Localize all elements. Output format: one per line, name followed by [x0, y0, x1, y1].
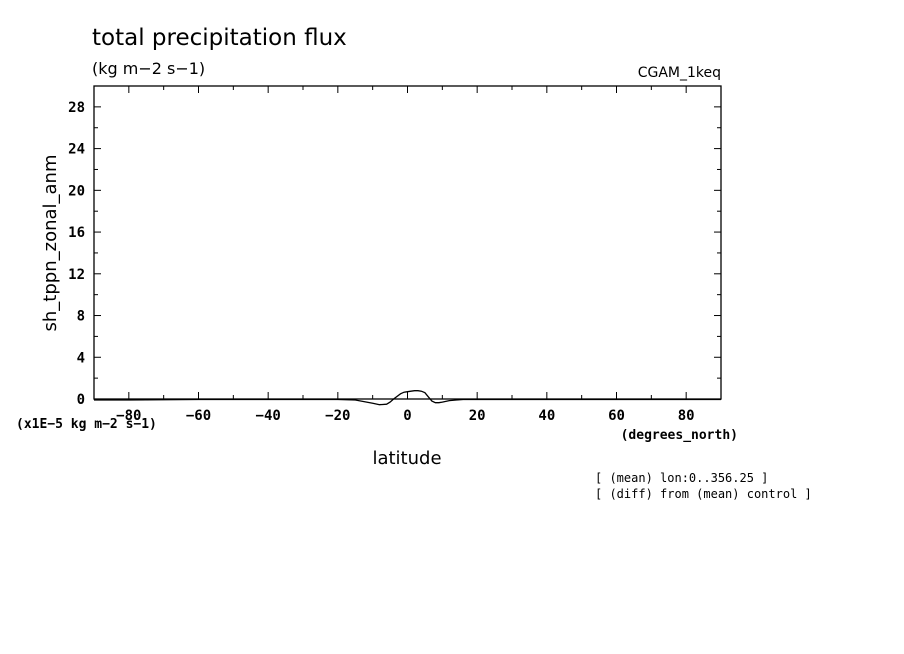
- plot-frame: [93, 85, 722, 400]
- case-label: CGAM_1keq: [638, 65, 721, 81]
- y-tick-label: 0: [77, 392, 85, 408]
- x-tick-label: 0: [403, 408, 411, 424]
- y-axis: 0 4 8 12 16 20 24 28: [68, 85, 721, 408]
- x-axis-label: latitude: [372, 448, 441, 469]
- x-tick-label: 20: [469, 408, 486, 424]
- footnote-lon: [ (mean) lon:0..356.25 ]: [595, 471, 768, 485]
- y-tick-label: 16: [68, 225, 85, 241]
- x-units-label: (degrees_north): [621, 428, 738, 443]
- y-scale-label: (x1E−5 kg m−2 s−1): [16, 417, 157, 432]
- x-tick-label: 40: [538, 408, 555, 424]
- x-tick-label: −80: [116, 408, 141, 424]
- y-tick-label: 4: [77, 350, 85, 366]
- x-axis: −80 −60 −40 −20 0 20 40 60 80: [93, 86, 722, 424]
- x-tick-label: 80: [678, 408, 695, 424]
- y-tick-label: 20: [68, 183, 85, 199]
- series-line: [94, 390, 721, 406]
- y-tick-label: 12: [68, 267, 85, 283]
- data-series: [94, 390, 721, 406]
- chart-subtitle: (kg m−2 s−1): [92, 59, 205, 78]
- x-tick-label: −60: [186, 408, 211, 424]
- chart-title: total precipitation flux: [92, 25, 347, 51]
- y-axis-label: sh_tppn_zonal_anm: [40, 155, 61, 332]
- y-tick-label: 8: [77, 309, 85, 325]
- footnote-diff: [ (diff) from (mean) control ]: [595, 487, 812, 501]
- x-tick-label: −40: [256, 408, 281, 424]
- x-tick-label: −20: [325, 408, 350, 424]
- y-tick-label: 28: [68, 100, 85, 116]
- x-tick-label: 60: [608, 408, 625, 424]
- y-tick-label: 24: [68, 142, 85, 158]
